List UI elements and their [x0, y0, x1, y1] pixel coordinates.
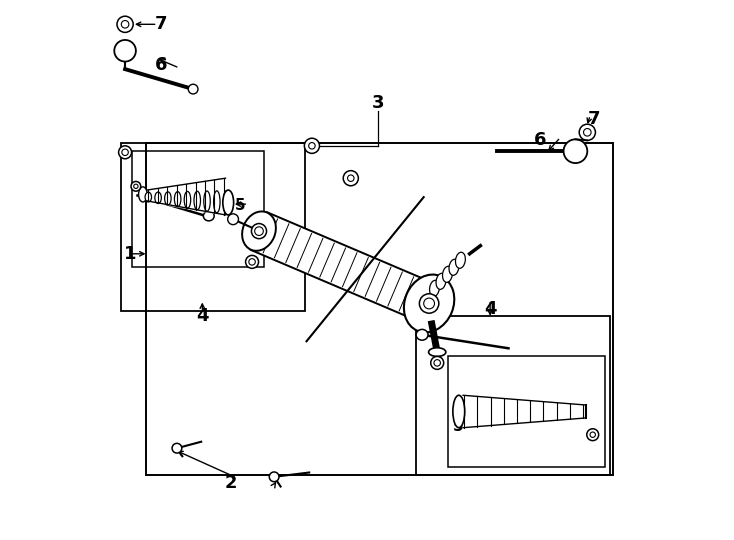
Ellipse shape [203, 211, 214, 221]
Circle shape [431, 356, 443, 369]
Text: 6: 6 [154, 56, 167, 74]
Ellipse shape [164, 192, 171, 205]
Text: 4: 4 [196, 307, 208, 325]
Ellipse shape [145, 192, 151, 202]
Ellipse shape [404, 274, 454, 333]
Circle shape [246, 255, 258, 268]
Circle shape [344, 171, 358, 186]
Ellipse shape [242, 212, 276, 251]
Text: 7: 7 [154, 15, 167, 33]
Ellipse shape [214, 191, 220, 213]
Circle shape [119, 146, 131, 159]
Polygon shape [251, 212, 437, 322]
Circle shape [228, 214, 239, 225]
Ellipse shape [204, 191, 210, 211]
Text: 7: 7 [587, 110, 600, 128]
Circle shape [131, 181, 141, 191]
Text: 5: 5 [452, 419, 463, 434]
Ellipse shape [429, 280, 440, 296]
Bar [145, 143, 613, 475]
Ellipse shape [155, 192, 161, 204]
Bar [132, 151, 264, 267]
Bar [415, 316, 610, 475]
Text: 5: 5 [235, 198, 245, 213]
Bar [121, 143, 305, 310]
Ellipse shape [453, 395, 465, 428]
Circle shape [579, 124, 595, 140]
Text: 6: 6 [534, 131, 546, 150]
Text: 2: 2 [225, 474, 237, 492]
Circle shape [172, 443, 182, 453]
Circle shape [419, 294, 439, 313]
Ellipse shape [223, 191, 230, 214]
Ellipse shape [175, 192, 181, 207]
Ellipse shape [184, 192, 191, 208]
Text: 1: 1 [124, 245, 137, 263]
Text: 3: 3 [371, 93, 384, 112]
Bar [448, 356, 605, 467]
Ellipse shape [449, 259, 459, 275]
Circle shape [269, 472, 279, 482]
Ellipse shape [194, 191, 200, 210]
Ellipse shape [416, 329, 428, 340]
Ellipse shape [436, 273, 446, 289]
Ellipse shape [443, 266, 452, 282]
Text: 4: 4 [484, 300, 496, 318]
Ellipse shape [456, 252, 465, 268]
Ellipse shape [223, 190, 233, 215]
Ellipse shape [429, 348, 446, 356]
Circle shape [115, 40, 136, 62]
Ellipse shape [139, 187, 148, 202]
Circle shape [117, 16, 133, 32]
Circle shape [586, 429, 599, 441]
Circle shape [252, 224, 266, 239]
Circle shape [305, 138, 319, 153]
Circle shape [188, 84, 198, 94]
Circle shape [564, 139, 587, 163]
